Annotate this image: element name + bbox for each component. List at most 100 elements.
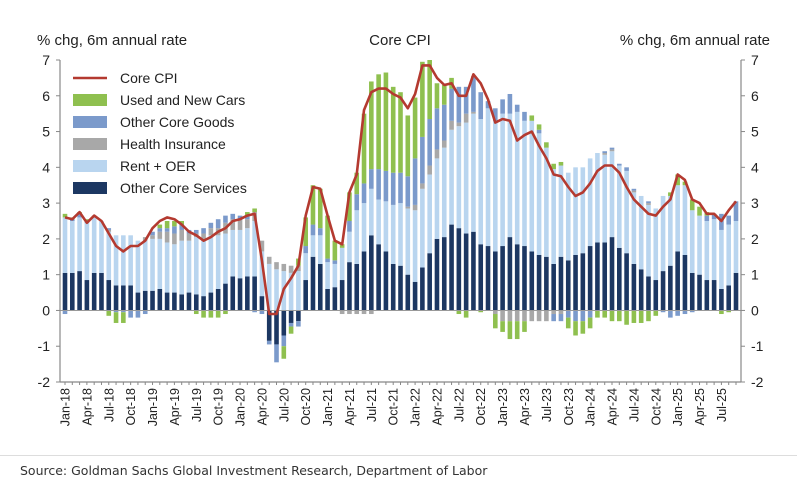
bar-rent-oer-1 (69, 221, 75, 273)
bar-used-and-new-cars-61 (507, 321, 513, 340)
bar-health-insurance-16 (179, 229, 184, 241)
bar-used-and-new-cars-70 (573, 321, 578, 336)
bar-other-core-goods-30 (281, 335, 287, 347)
bar-health-insurance-49 (420, 183, 425, 189)
x-tick-label: Apr-24 (606, 388, 620, 426)
bar-used-and-new-cars-35 (317, 188, 323, 229)
y-axis-label-left: % chg, 6m annual rate (37, 32, 187, 49)
bar-used-and-new-cars-54 (456, 310, 462, 315)
y-tick-label-right: 4 (751, 159, 759, 175)
bar-rent-oer-10 (135, 240, 141, 293)
y-tick-label-left: 3 (42, 195, 50, 211)
bar-health-insurance-13 (157, 231, 163, 239)
bar-rent-oer-52 (441, 147, 447, 238)
bar-other-core-goods-28 (266, 340, 272, 345)
bar-other-core-goods-33 (303, 246, 308, 254)
legend-swatch-other-core-services (73, 182, 107, 194)
bar-rent-oer-65 (536, 133, 542, 255)
bar-other-core-goods-85 (682, 310, 688, 315)
bar-other-core-services-15 (172, 292, 177, 311)
bar-rent-oer-61 (507, 113, 513, 238)
bar-other-core-goods-26 (252, 310, 257, 313)
bar-rent-oer-19 (201, 238, 206, 297)
bar-other-core-services-20 (208, 292, 214, 311)
bar-other-core-services-49 (420, 267, 425, 311)
bar-other-core-services-62 (514, 244, 520, 311)
bar-other-core-services-71 (580, 253, 586, 311)
bar-other-core-services-57 (478, 244, 484, 311)
legend-label-rent-oer: Rent + OER (120, 158, 196, 174)
bar-other-core-goods-29 (274, 344, 279, 363)
bar-rent-oer-20 (208, 235, 214, 293)
y-tick-label-right: 5 (751, 124, 759, 140)
bar-health-insurance-74 (602, 153, 608, 155)
bar-health-insurance-31 (288, 265, 294, 273)
bar-used-and-new-cars-68 (558, 161, 564, 166)
bar-rent-oer-67 (551, 169, 556, 264)
bar-rent-oer-46 (398, 203, 403, 266)
bar-rent-oer-47 (405, 208, 411, 275)
chart-title: Core CPI (369, 32, 431, 49)
x-tick-label: Jan-20 (234, 388, 248, 426)
bar-health-insurance-27 (259, 240, 265, 252)
bar-rent-oer-59 (493, 120, 498, 252)
bar-health-insurance-19 (201, 233, 206, 239)
bar-rent-oer-42 (369, 188, 374, 236)
bar-used-and-new-cars-62 (514, 321, 520, 340)
bar-other-core-goods-7 (113, 310, 119, 313)
legend-label-core-cpi: Core CPI (120, 70, 178, 86)
bar-other-core-services-75 (609, 237, 615, 311)
bar-other-core-services-40 (354, 263, 360, 311)
bar-rent-oer-17 (186, 240, 192, 293)
bar-health-insurance-47 (405, 206, 411, 209)
bar-health-insurance-75 (609, 149, 615, 152)
bar-other-core-services-36 (325, 288, 330, 311)
axes-layer: -2 -2 -1 -1 0 0 1 1 2 2 3 3 4 4 5 5 6 6 7 7 Jan-18 Apr-18 Jul-… (38, 52, 764, 426)
bar-other-core-goods-91 (726, 215, 732, 225)
bar-other-core-goods-12 (150, 231, 155, 236)
bar-other-core-services-85 (682, 254, 688, 311)
bar-health-insurance-55 (463, 113, 469, 123)
bar-other-core-services-66 (544, 256, 549, 311)
bar-health-insurance-67 (551, 310, 556, 315)
bar-used-and-new-cars-63 (522, 321, 527, 332)
bar-other-core-goods-39 (347, 221, 352, 232)
bar-used-and-new-cars-60 (500, 321, 505, 332)
bar-other-core-goods-82 (660, 310, 666, 313)
bar-other-core-services-76 (617, 247, 622, 311)
bar-health-insurance-41 (361, 310, 367, 315)
bar-other-core-goods-31 (288, 322, 294, 327)
bar-rent-oer-36 (325, 262, 330, 289)
bar-rent-oer-35 (317, 235, 323, 264)
x-tick-label: Jan-18 (59, 388, 73, 426)
bar-used-and-new-cars-20 (208, 310, 214, 318)
bar-other-core-services-29 (274, 310, 279, 345)
bar-other-core-goods-19 (201, 228, 206, 234)
bar-other-core-goods-8 (121, 310, 126, 313)
bar-used-and-new-cars-31 (288, 326, 294, 334)
bar-rent-oer-43 (376, 199, 381, 245)
bar-other-core-goods-63 (522, 111, 527, 121)
bar-other-core-goods-78 (631, 188, 637, 191)
bar-rent-oer-7 (113, 235, 119, 286)
bar-rent-oer-81 (653, 208, 659, 281)
bar-used-and-new-cars-71 (580, 321, 586, 334)
x-tick-label: Oct-22 (474, 388, 488, 426)
bar-rent-oer-76 (617, 165, 622, 248)
bar-other-core-goods-49 (420, 136, 425, 184)
bar-health-insurance-60 (500, 310, 505, 322)
bar-other-core-goods-60 (500, 99, 505, 114)
bar-used-and-new-cars-66 (544, 142, 549, 148)
bar-other-core-services-24 (237, 278, 243, 311)
y-tick-label-left: 7 (42, 52, 50, 68)
x-tick-label: Apr-18 (80, 388, 94, 426)
bar-rent-oer-3 (84, 222, 90, 281)
bar-health-insurance-15 (172, 233, 177, 245)
bar-used-and-new-cars-78 (631, 310, 637, 323)
bar-health-insurance-54 (456, 122, 462, 127)
bar-other-core-services-78 (631, 263, 637, 311)
bar-used-and-new-cars-72 (587, 317, 593, 329)
bar-other-core-goods-65 (536, 129, 542, 134)
bar-other-core-goods-22 (223, 215, 228, 223)
